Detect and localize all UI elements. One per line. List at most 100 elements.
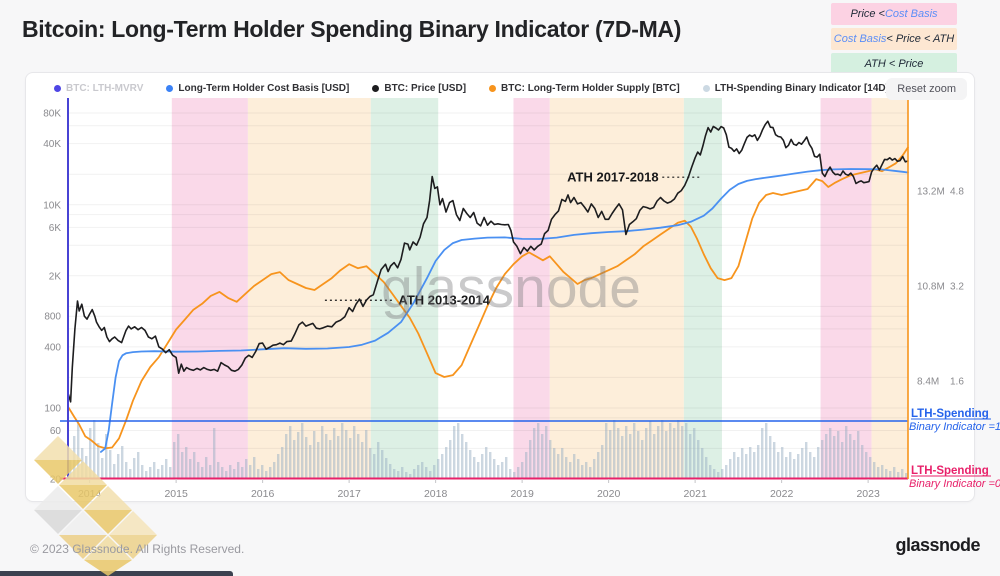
indicator-bar — [497, 465, 500, 478]
indicator-bar — [241, 467, 244, 478]
legend-item-3[interactable]: BTC: Long-Term Holder Supply [BTC] — [489, 83, 680, 94]
legend-item-1[interactable]: Long-Term Holder Cost Basis [USD] — [166, 83, 349, 94]
legend-dot — [489, 84, 497, 92]
indicator-bar — [449, 440, 452, 478]
indicator-bar — [337, 436, 340, 478]
indicator-bar — [753, 452, 756, 478]
indicator-bar — [481, 454, 484, 478]
indicator-bar — [101, 458, 104, 478]
indicator-bar — [189, 459, 192, 478]
y-axis-label: 80K — [43, 109, 61, 120]
x-axis-label: 2015 — [164, 488, 188, 500]
legend-dot — [166, 84, 174, 92]
indicator-bar — [809, 452, 812, 478]
indicator-bar — [173, 442, 176, 478]
band-peach — [871, 98, 908, 479]
indicator-bar — [785, 457, 788, 478]
indicator-bar — [233, 469, 236, 478]
indicator-bar — [345, 430, 348, 478]
indicator-bar — [573, 454, 576, 478]
indicator-bar — [357, 434, 360, 478]
indicator-bar — [289, 426, 292, 478]
indicator-bar — [613, 420, 616, 478]
indicator-bar — [277, 454, 280, 478]
indicator-bar — [701, 448, 704, 478]
indicator-bar — [825, 434, 828, 478]
legend-item-0[interactable]: BTC: LTH-MVRV — [54, 83, 143, 94]
indicator-bar — [633, 423, 636, 478]
indicator-bar — [721, 469, 724, 478]
annotation-label: ATH 2013-2014 — [398, 293, 490, 308]
indicator-bar — [377, 442, 380, 478]
indicator-bar — [749, 447, 752, 478]
chart-canvas[interactable]: ATH 2013-2014 ATH 2017-2018 80K 40K 10K 6K 2K 8… — [26, 73, 1000, 503]
indicator-bar — [765, 423, 768, 478]
indicator-bar — [361, 442, 364, 478]
indicator-bar — [341, 423, 344, 478]
indicator-label-title: LTH-Spending — [911, 465, 989, 477]
indicator-bar — [577, 459, 580, 478]
indicator-bar — [693, 428, 696, 478]
x-axis-label: 2018 — [424, 488, 448, 500]
indicator-bar — [281, 447, 284, 478]
indicator-bar — [845, 426, 848, 478]
legend-item-4[interactable]: LTH-Spending Binary Indicator [14D] — [702, 83, 889, 94]
indicator-bar — [181, 452, 184, 478]
indicator-bar — [829, 428, 832, 478]
indicator-bar — [673, 428, 676, 478]
indicator-bar — [293, 440, 296, 478]
indicator-bar — [85, 456, 88, 478]
indicator-bar — [353, 426, 356, 478]
indicator-bar — [589, 467, 592, 478]
indicator-bar — [541, 434, 544, 478]
indicator-bar — [313, 431, 316, 478]
indicator-bar — [609, 430, 612, 478]
indicator-bar — [113, 464, 116, 478]
indicator-bar — [733, 452, 736, 478]
indicator-bar — [857, 431, 860, 478]
indicator-bar — [209, 465, 212, 478]
indicator-bar — [697, 440, 700, 478]
indicator-bar — [729, 459, 732, 478]
reset-zoom-button[interactable]: Reset zoom — [886, 78, 967, 100]
indicator-label-subtitle: Binary Indicator =1 — [909, 421, 1000, 433]
indicator-bar — [657, 426, 660, 478]
indicator-bar — [645, 428, 648, 478]
indicator-bar — [197, 462, 200, 478]
x-axis-label: 2020 — [597, 488, 621, 500]
indicator-bar — [533, 428, 536, 478]
indicator-bar — [889, 471, 892, 478]
indicator-bar — [805, 442, 808, 478]
condition-badge-1: Cost Basis < Price < ATH — [831, 28, 957, 50]
chart-plot-area[interactable]: ATH 2013-2014 ATH 2017-2018 80K 40K 10K 6K 2K 8… — [26, 73, 1000, 503]
indicator-bar — [245, 459, 248, 478]
indicator-bar — [537, 423, 540, 478]
indicator-bar — [841, 442, 844, 478]
page-title: Bitcoin: Long-Term Holder Spending Binar… — [22, 16, 682, 42]
indicator-bar — [121, 446, 124, 478]
indicator-bar — [689, 434, 692, 478]
glassnode-wordmark: glassnode — [895, 535, 980, 555]
indicator-bar — [265, 471, 268, 478]
mvrv-axis-label: 1.6 — [950, 376, 964, 387]
legend-item-2[interactable]: BTC: Price [USD] — [372, 83, 466, 94]
indicator-bar — [893, 467, 896, 478]
y-axis-label: 20 — [50, 475, 62, 486]
indicator-bar — [453, 426, 456, 478]
indicator-bar — [741, 448, 744, 478]
indicator-bar — [309, 445, 312, 478]
y-axis-label: 10K — [43, 200, 61, 211]
supply-axis-label: 13.2M — [917, 187, 945, 198]
indicator-bar — [369, 448, 372, 478]
legend-dot — [54, 84, 61, 92]
indicator-bar — [93, 420, 96, 478]
indicator-bar — [477, 462, 480, 478]
y-axis-label: 400 — [44, 342, 61, 353]
annotation-label: ATH 2017-2018 — [567, 170, 659, 185]
indicator-bar — [221, 467, 224, 478]
indicator-bar — [165, 459, 168, 478]
indicator-bar — [81, 448, 84, 478]
condition-badges: Price < Cost Basis Cost Basis < Price < A… — [831, 3, 957, 78]
indicator-bar — [521, 462, 524, 478]
indicator-bar — [769, 436, 772, 478]
